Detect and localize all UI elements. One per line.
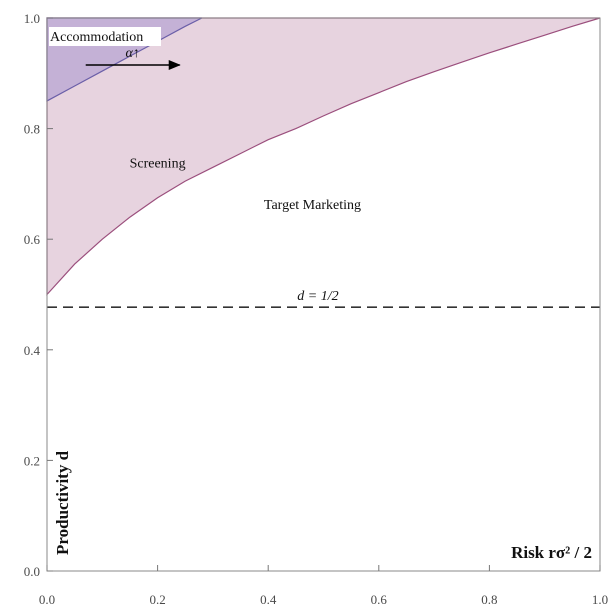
x-tick-label: 0.8	[481, 592, 497, 607]
screening-region	[46, 17, 601, 297]
x-axis-title: Risk rσ² / 2	[511, 543, 592, 562]
accommodation-label: Accommodation	[50, 30, 143, 45]
alpha-label: α↑	[126, 46, 140, 61]
accommodation-label-background	[49, 27, 161, 46]
target-marketing-label: Target Marketing	[264, 198, 361, 213]
y-axis-ticks: 0.0 0.2 0.4 0.6 0.8 1.0	[24, 11, 53, 579]
x-tick-label: 0.6	[371, 592, 388, 607]
y-tick-label: 0.2	[24, 453, 40, 468]
y-tick-label: 0.4	[24, 343, 41, 358]
x-tick-label: 1.0	[592, 592, 608, 607]
x-tick-label: 0.4	[260, 592, 277, 607]
x-tick-label: 0.0	[39, 592, 55, 607]
plot-frame	[46, 17, 601, 572]
x-axis-ticks: 0.0 0.2 0.4 0.6 0.8 1.0	[39, 565, 608, 607]
y-axis-title: Productivity d	[53, 450, 72, 555]
screening-label: Screening	[130, 156, 186, 171]
y-tick-label: 0.8	[24, 122, 40, 137]
y-tick-label: 0.6	[24, 232, 41, 247]
d-half-label: d = 1/2	[297, 289, 338, 304]
y-tick-label: 1.0	[24, 11, 40, 26]
x-tick-label: 0.2	[149, 592, 165, 607]
y-tick-label: 0.0	[24, 564, 40, 579]
